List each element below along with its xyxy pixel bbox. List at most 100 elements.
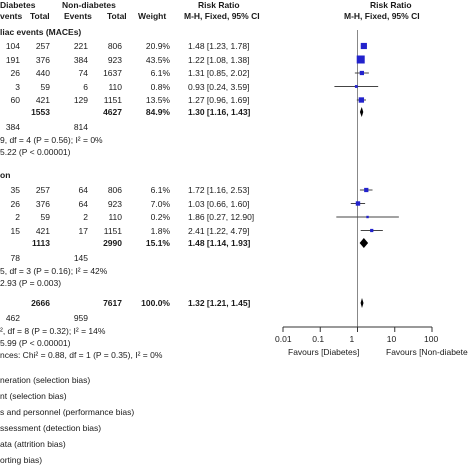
col-total2: Total bbox=[107, 11, 127, 21]
effect-square bbox=[366, 215, 369, 219]
total2-cell: 1637 bbox=[103, 68, 122, 78]
overall-effect-text: 2.93 (P = 0.003) bbox=[0, 278, 62, 288]
favours-left-label: Favours [Diabetes] bbox=[288, 347, 360, 357]
subtotal-weight: 84.9% bbox=[145, 107, 170, 117]
subgroup-differences: nces: Chi² = 0.88, df = 1 (P = 0.35), I²… bbox=[0, 350, 163, 360]
effect-square bbox=[354, 85, 358, 88]
x-tick-label: 0.1 bbox=[312, 334, 325, 344]
bias-legend-item: ssessment (detection bias) bbox=[0, 423, 102, 433]
ci-cell: 1.72 [1.16, 2.53] bbox=[188, 185, 250, 195]
total2-cell: 923 bbox=[107, 54, 122, 65]
ci-cell: 2.41 [1.22, 4.79] bbox=[188, 225, 250, 236]
rr-header-method: M-H, Fixed, 95% CI bbox=[184, 11, 260, 21]
events2-cell: 221 bbox=[73, 41, 88, 51]
overall-weight: 100.0% bbox=[141, 298, 170, 308]
bias-legend-item: orting bias) bbox=[0, 455, 43, 465]
effect-square bbox=[364, 187, 369, 193]
events2-cell: 129 bbox=[73, 95, 88, 105]
overall-diamond bbox=[360, 298, 364, 308]
ci-cell: 0.93 [0.24, 3.59] bbox=[188, 81, 250, 92]
total1-cell: 257 bbox=[35, 41, 50, 51]
overall-effect-text: 5.22 (P < 0.00001) bbox=[0, 147, 71, 157]
events2-cell: 64 bbox=[78, 185, 88, 195]
subtotal-diamond bbox=[359, 238, 369, 248]
group2-header: Non-diabetes bbox=[62, 0, 116, 10]
favours-right-label: Favours [Non-diabete bbox=[386, 347, 468, 357]
col-events1: vents bbox=[0, 11, 23, 21]
events1-cell: 60 bbox=[10, 95, 20, 105]
x-tick-label: 100 bbox=[424, 334, 439, 344]
events2-cell: 384 bbox=[73, 54, 88, 65]
x-tick-label: 1 bbox=[349, 334, 355, 344]
effect-square bbox=[358, 97, 365, 103]
heterogeneity-text: 9, df = 4 (P = 0.56); I² = 0% bbox=[0, 135, 103, 145]
effect-square bbox=[355, 201, 361, 206]
weight-cell: 13.5% bbox=[145, 95, 170, 105]
total2-cell: 923 bbox=[107, 198, 122, 209]
events2-cell: 74 bbox=[78, 68, 88, 78]
total1-cell: 59 bbox=[40, 81, 50, 92]
heterogeneity-text: 5, df = 3 (P = 0.16); I² = 42% bbox=[0, 266, 108, 276]
ci-cell: 1.22 [1.08, 1.38] bbox=[188, 54, 250, 65]
overall-heterogeneity: ², df = 8 (P = 0.32); I² = 14% bbox=[0, 326, 106, 336]
events2-cell: 2 bbox=[83, 212, 88, 222]
bias-legend-item: neration (selection bias) bbox=[0, 375, 91, 385]
events1-cell: 26 bbox=[10, 198, 20, 209]
group1-header: Diabetes bbox=[0, 0, 36, 10]
total1-cell: 440 bbox=[35, 68, 50, 78]
subgroup-title: on bbox=[0, 170, 11, 180]
weight-cell: 6.1% bbox=[150, 68, 170, 78]
total2-cell: 110 bbox=[108, 81, 122, 92]
weight-cell: 0.2% bbox=[150, 212, 170, 222]
subtotal-ci: 1.48 [1.14, 1.93] bbox=[188, 238, 251, 248]
events2-cell: 6 bbox=[83, 81, 88, 92]
overall-effect: 5.99 (P < 0.00001) bbox=[0, 338, 71, 348]
total1-cell: 421 bbox=[35, 95, 50, 105]
total-events1: 384 bbox=[5, 122, 20, 132]
bias-legend-item: nt (selection bias) bbox=[0, 391, 67, 401]
rr-header-title: Risk Ratio bbox=[198, 0, 240, 10]
effect-square bbox=[356, 55, 365, 64]
ci-cell: 1.03 [0.66, 1.60] bbox=[188, 198, 250, 209]
bias-legend-item: ata (attrition bias) bbox=[0, 439, 66, 449]
plot-header-method: M-H, Fixed, 95% CI bbox=[344, 11, 420, 21]
total1-cell: 257 bbox=[35, 185, 50, 195]
overall-events1: 462 bbox=[5, 313, 20, 323]
events1-cell: 191 bbox=[5, 54, 20, 65]
subgroup-title: liac events (MACEs) bbox=[0, 27, 82, 37]
overall-ci: 1.32 [1.21, 1.45] bbox=[188, 298, 251, 308]
overall-events2: 959 bbox=[73, 313, 88, 323]
ci-cell: 1.48 [1.23, 1.78] bbox=[188, 41, 250, 51]
bias-legend-item: s and personnel (performance bias) bbox=[0, 407, 135, 417]
events1-cell: 15 bbox=[10, 225, 20, 236]
events1-cell: 26 bbox=[10, 68, 20, 78]
total-events2: 145 bbox=[73, 253, 88, 263]
subtotal-ci: 1.30 [1.16, 1.43] bbox=[188, 107, 251, 117]
weight-cell: 7.0% bbox=[150, 198, 170, 209]
events2-cell: 64 bbox=[78, 198, 88, 209]
col-weight: Weight bbox=[138, 11, 167, 21]
total2-cell: 806 bbox=[107, 185, 122, 195]
events1-cell: 3 bbox=[15, 81, 20, 92]
ci-cell: 1.31 [0.85, 2.02] bbox=[188, 68, 250, 78]
x-tick-label: 0.01 bbox=[275, 334, 292, 344]
effect-square bbox=[359, 70, 364, 76]
total2-cell: 1151 bbox=[103, 225, 122, 236]
events1-cell: 104 bbox=[5, 41, 20, 51]
subtotal-total1: 1113 bbox=[32, 238, 50, 248]
total1-cell: 59 bbox=[40, 212, 50, 222]
plot-header-title: Risk Ratio bbox=[370, 0, 412, 10]
total2-cell: 1151 bbox=[103, 95, 122, 105]
ci-cell: 1.27 [0.96, 1.69] bbox=[188, 95, 250, 105]
events1-cell: 2 bbox=[15, 212, 20, 222]
total2-cell: 110 bbox=[108, 212, 122, 222]
effect-square bbox=[370, 228, 374, 233]
overall-total2: 7617 bbox=[103, 298, 122, 308]
ci-cell: 1.86 [0.27, 12.90] bbox=[188, 212, 255, 222]
overall-total1: 2666 bbox=[31, 298, 50, 308]
weight-cell: 1.8% bbox=[150, 225, 170, 236]
total1-cell: 421 bbox=[35, 225, 50, 236]
col-events2: Events bbox=[64, 11, 92, 21]
col-total1: Total bbox=[30, 11, 50, 21]
